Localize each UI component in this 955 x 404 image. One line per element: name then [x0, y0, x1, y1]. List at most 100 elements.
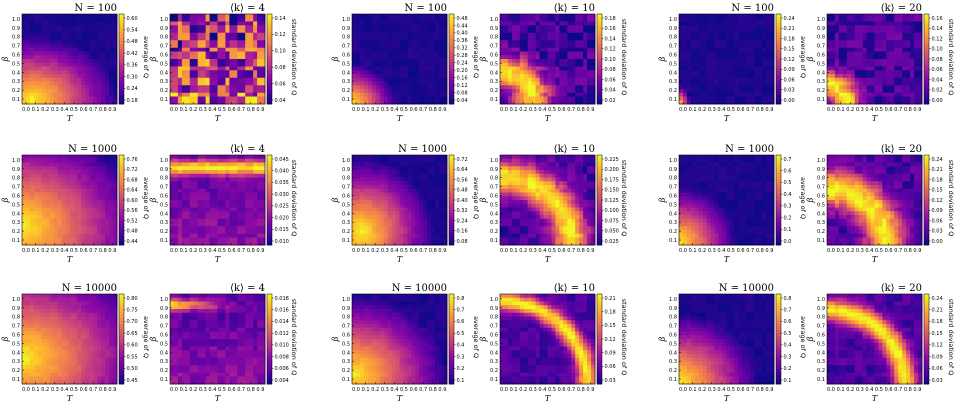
- heatmap-cell: [81, 62, 86, 67]
- heatmap-cell: [706, 32, 712, 37]
- heatmap-cell: [706, 14, 712, 19]
- heatmap-cell: [730, 25, 735, 30]
- heatmap-cell: [730, 70, 735, 75]
- heatmap-cell: [245, 51, 250, 56]
- heatmap-cell: [571, 40, 576, 45]
- heatmap-cell: [81, 192, 86, 197]
- heatmap-cell: [109, 70, 114, 75]
- heatmap-cell: [37, 185, 43, 190]
- heatmap-cell: [842, 47, 848, 52]
- heatmap-cell: [415, 66, 420, 71]
- colorbar-label: average of Q: [799, 36, 807, 78]
- heatmap-cell: [197, 196, 203, 201]
- heatmap-cell: [105, 181, 110, 186]
- colorbar-segment: [776, 35, 781, 39]
- heatmap-cell: [185, 170, 191, 175]
- heatmap-cell: [399, 21, 404, 26]
- heatmap-cell: [217, 59, 222, 64]
- heatmap-cell: [170, 92, 175, 97]
- heatmap-cell: [73, 188, 78, 193]
- heatmap-cell: [555, 70, 560, 75]
- x-tick-label: 0.0: [22, 107, 30, 113]
- colorbar-segment: [776, 80, 781, 84]
- heatmap-cell: [53, 233, 59, 238]
- heatmap-cell: [371, 70, 377, 75]
- heatmap-cell: [189, 241, 195, 246]
- heatmap-cell: [519, 74, 525, 79]
- heatmap-cell: [201, 233, 207, 238]
- heatmap-cell: [419, 77, 424, 82]
- heatmap-cell: [722, 55, 727, 60]
- heatmap-cell: [73, 29, 78, 34]
- colorbar-segment: [449, 98, 454, 102]
- colorbar-segment: [449, 74, 454, 78]
- heatmap-cell: [846, 96, 852, 101]
- heatmap-cell: [253, 14, 258, 19]
- heatmap-cell: [221, 21, 226, 26]
- heatmap-cell: [886, 70, 891, 75]
- heatmap-cell: [53, 25, 59, 30]
- heatmap-cell: [217, 14, 222, 19]
- heatmap-cell: [858, 70, 864, 75]
- heatmap-cell: [587, 44, 592, 49]
- heatmap-cell: [45, 207, 51, 212]
- x-tick-label: 0.1: [32, 248, 40, 254]
- heatmap-cell: [93, 85, 98, 90]
- colorbar-segment: [597, 59, 602, 63]
- heatmap-cell: [758, 17, 763, 22]
- heatmap-cell: [507, 92, 513, 97]
- heatmap-cell: [698, 70, 704, 75]
- heatmap-cell: [583, 74, 588, 79]
- heatmap-cell: [355, 44, 361, 49]
- heatmap-cell: [563, 74, 568, 79]
- heatmap-cell: [500, 47, 505, 52]
- heatmap-cell: [726, 89, 731, 94]
- heatmap-cell: [213, 233, 218, 238]
- heatmap-cell: [411, 36, 416, 41]
- heatmap-cell: [850, 74, 856, 79]
- x-tick-label: 0.4: [208, 107, 216, 113]
- heatmap-cell: [527, 89, 533, 94]
- colorbar-segment: [924, 65, 929, 69]
- heatmap-cell: [61, 173, 66, 178]
- heatmap-cell: [209, 25, 214, 30]
- heatmap-cell: [395, 44, 400, 49]
- heatmap-cell: [185, 81, 191, 86]
- heatmap-cell: [170, 51, 175, 56]
- heatmap-cell: [69, 241, 74, 246]
- heatmap-cell: [205, 66, 210, 71]
- heatmap-cell: [261, 29, 266, 34]
- heatmap-cell: [587, 77, 592, 82]
- heatmap-cell: [25, 158, 31, 163]
- heatmap-cell: [694, 100, 700, 105]
- heatmap-cell: [185, 185, 191, 190]
- heatmap-cell: [73, 89, 78, 94]
- x-tick-label: 0.3: [708, 107, 716, 113]
- colorbar-segment: [924, 62, 929, 66]
- heatmap-cell: [535, 55, 540, 60]
- heatmap-cell: [41, 188, 47, 193]
- colorbar-segment: [597, 101, 602, 105]
- heatmap-cell: [500, 85, 505, 90]
- heatmap-cell: [827, 66, 832, 71]
- heatmap-cell: [205, 188, 210, 193]
- heatmap-cell: [870, 36, 875, 41]
- heatmap-cell: [575, 70, 580, 75]
- colorbar-segment: [267, 41, 272, 45]
- heatmap-cell: [237, 92, 242, 97]
- heatmap-cell: [197, 218, 203, 223]
- heatmap-cell: [399, 44, 404, 49]
- heatmap-cell: [523, 100, 529, 105]
- heatmap-cell: [722, 51, 727, 56]
- heatmap-cell: [391, 40, 396, 45]
- heatmap-cell: [694, 21, 700, 26]
- heatmap-cell: [383, 14, 389, 19]
- heatmap-cell: [101, 173, 106, 178]
- heatmap-cell: [914, 74, 919, 79]
- heatmap-cell: [898, 74, 903, 79]
- heatmap-cell: [850, 81, 856, 86]
- heatmap-cell: [22, 47, 27, 52]
- x-tick-label: 0.4: [865, 107, 873, 113]
- heatmap-cell: [375, 25, 381, 30]
- heatmap-cell: [225, 32, 230, 37]
